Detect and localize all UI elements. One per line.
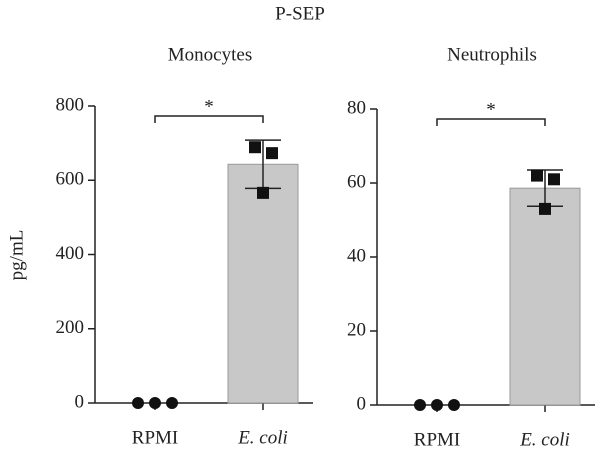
x-tick-label: RPMI [132,427,178,448]
figure-title: P-SEP [275,3,325,24]
significance-bracket [154,115,264,123]
point [257,186,269,199]
x-tick-label: RPMI [414,429,460,450]
point [548,173,560,186]
significance-bracket [436,118,546,126]
bar [509,187,581,406]
point [132,397,144,409]
y-tick-label: 200 [56,317,85,338]
x-tick-label: E. coli [237,427,288,448]
y-tick-label: 600 [56,169,85,190]
y-tick-label: 800 [56,94,85,115]
significance-label: * [486,99,496,120]
y-tick-label: 60 [347,171,366,192]
y-tick-label: 400 [56,243,85,264]
point [448,399,460,411]
y-tick-label: 20 [347,319,366,340]
bar [227,163,299,404]
y-tick-label: 0 [357,393,367,414]
x-tick-label: E. coli [519,429,570,450]
panel-title: Neutrophils [447,44,537,65]
point [431,399,443,411]
point [249,141,261,154]
point [539,202,551,215]
y-tick-label: 80 [347,97,366,118]
significance-label: * [204,96,214,117]
y-tick-label: 0 [75,391,85,412]
point [166,397,178,409]
panel-title: Monocytes [168,44,252,65]
y-tick-label: 40 [347,245,366,266]
point [266,147,278,160]
point [414,399,426,411]
y-axis-label: pg/mL [6,230,27,281]
point [149,397,161,409]
point [531,169,543,182]
